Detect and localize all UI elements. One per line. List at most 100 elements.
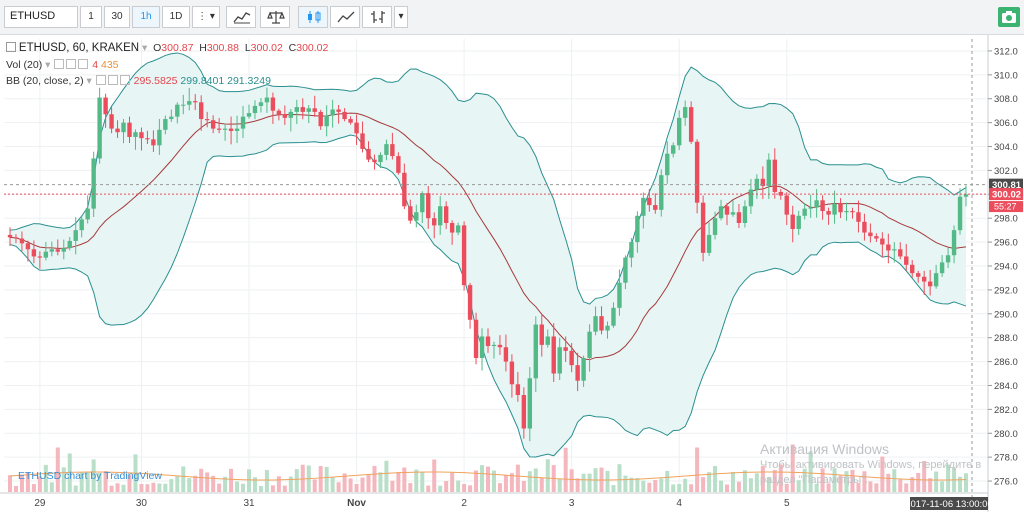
volume-bar	[97, 472, 102, 492]
chart-area[interactable]: 312.0310.0308.0306.0304.0302.0300.0298.0…	[0, 35, 1024, 513]
volume-bar	[187, 478, 192, 492]
volume-bar	[581, 473, 586, 492]
volume-bar	[25, 472, 30, 492]
volume-bar	[940, 481, 945, 492]
candle-body	[127, 122, 132, 137]
candle-body	[826, 211, 831, 215]
interval-1-button[interactable]: 1	[80, 6, 102, 28]
candle-body	[796, 215, 801, 229]
volume-bar	[838, 475, 843, 492]
close-icon[interactable]	[119, 75, 130, 85]
volume-bar	[43, 464, 48, 492]
interval-30-button[interactable]: 30	[104, 6, 130, 28]
volume-bar	[563, 447, 568, 492]
toolbar: ETHUSD 1 30 1h 1D ⋮ ▾ ▾	[0, 0, 1024, 35]
time-tick-label: 31	[243, 498, 255, 509]
high-value: 300.88	[206, 42, 239, 54]
volume-bar	[796, 480, 801, 492]
candle-body	[55, 249, 60, 252]
candle-body	[563, 347, 568, 351]
candle-body	[706, 234, 712, 253]
candle-body	[545, 336, 550, 345]
settings-icon[interactable]	[54, 59, 65, 69]
bb-basis-line	[9, 112, 967, 361]
symbol-input[interactable]: ETHUSD	[4, 6, 78, 28]
volume-bar	[247, 469, 251, 492]
volume-bar	[396, 472, 401, 492]
bb-fill	[10, 52, 966, 458]
windows-activation-line2: раздел "Параметры".	[760, 474, 869, 486]
interval-1h-button[interactable]: 1h	[132, 6, 160, 28]
candle-body	[390, 144, 395, 157]
price-tick-label: 296.0	[994, 238, 1018, 249]
volume-bar	[665, 470, 670, 492]
price-chart[interactable]: 312.0310.0308.0306.0304.0302.0300.0298.0…	[0, 35, 1024, 513]
volume-bar	[671, 484, 676, 492]
scales-button[interactable]	[260, 6, 290, 28]
volume-bar	[91, 459, 96, 492]
tradingview-link[interactable]: ETHUSD chart by TradingView	[18, 470, 162, 482]
volume-bar	[354, 483, 359, 492]
candles-icon	[308, 11, 321, 23]
volume-bar	[360, 477, 365, 492]
bars-style-button[interactable]	[362, 6, 392, 28]
close-icon[interactable]	[78, 59, 89, 69]
candle-body	[653, 205, 658, 210]
volume-bar	[617, 464, 622, 492]
volume-bar	[61, 467, 66, 492]
snapshot-button[interactable]	[998, 7, 1020, 27]
chart-type-dropdown[interactable]: ▾	[394, 6, 408, 28]
candle-body	[13, 237, 19, 239]
volume-bar	[115, 483, 120, 492]
candle-body	[372, 159, 377, 163]
volume-bar	[181, 466, 186, 492]
candle-body	[802, 208, 807, 216]
candle-body	[694, 141, 700, 203]
candles-style-button[interactable]	[298, 6, 328, 28]
bb-label: BB (20, close, 2)	[6, 75, 84, 87]
volume-bar	[707, 472, 712, 492]
candle-body	[300, 107, 305, 112]
candle-body	[222, 128, 228, 130]
candle-body	[175, 104, 180, 117]
last-price-label-bg	[989, 188, 1023, 201]
time-tick-label: 5	[784, 498, 790, 509]
volume-bar	[856, 483, 861, 492]
visibility-icon[interactable]	[66, 59, 77, 69]
candle-body	[880, 238, 885, 245]
compare-button[interactable]	[226, 6, 256, 28]
volume-bar	[814, 483, 819, 492]
volume-bar	[790, 444, 795, 492]
visibility-icon[interactable]	[107, 75, 118, 85]
more-vert-icon: ⋮ ▾	[197, 11, 215, 22]
candle-body	[850, 211, 855, 213]
candle-body	[766, 159, 772, 186]
more-intervals-button[interactable]: ⋮ ▾	[192, 6, 220, 28]
candle-body	[366, 148, 371, 160]
volume-bar	[348, 478, 353, 492]
bb-upper-value: 295.5825	[133, 75, 178, 87]
volume-bar	[826, 483, 831, 492]
legend-title: ETHUSD, 60, KRAKEN	[18, 42, 140, 54]
settings-icon[interactable]	[95, 75, 106, 85]
candle-body	[79, 219, 84, 231]
candle-body	[862, 221, 867, 233]
candle-body	[467, 285, 473, 320]
volume-bar	[37, 476, 42, 492]
candle-body	[963, 194, 969, 197]
volume-bar	[378, 472, 383, 492]
candle-body	[485, 336, 491, 347]
volume-bar	[695, 447, 700, 492]
interval-1d-button[interactable]: 1D	[162, 6, 190, 28]
volume-bar	[725, 484, 729, 492]
time-tick-label: Nov	[347, 498, 366, 509]
area-style-button[interactable]	[330, 6, 360, 28]
volume-bar	[677, 483, 682, 492]
windows-activation-title: Активация Windows	[760, 441, 890, 457]
volume-bar	[480, 465, 485, 492]
candle-body	[748, 189, 754, 207]
candle-body	[31, 249, 37, 257]
close-value: 300.02	[296, 42, 329, 54]
candle-body	[157, 129, 162, 146]
volume-bar	[193, 475, 198, 492]
